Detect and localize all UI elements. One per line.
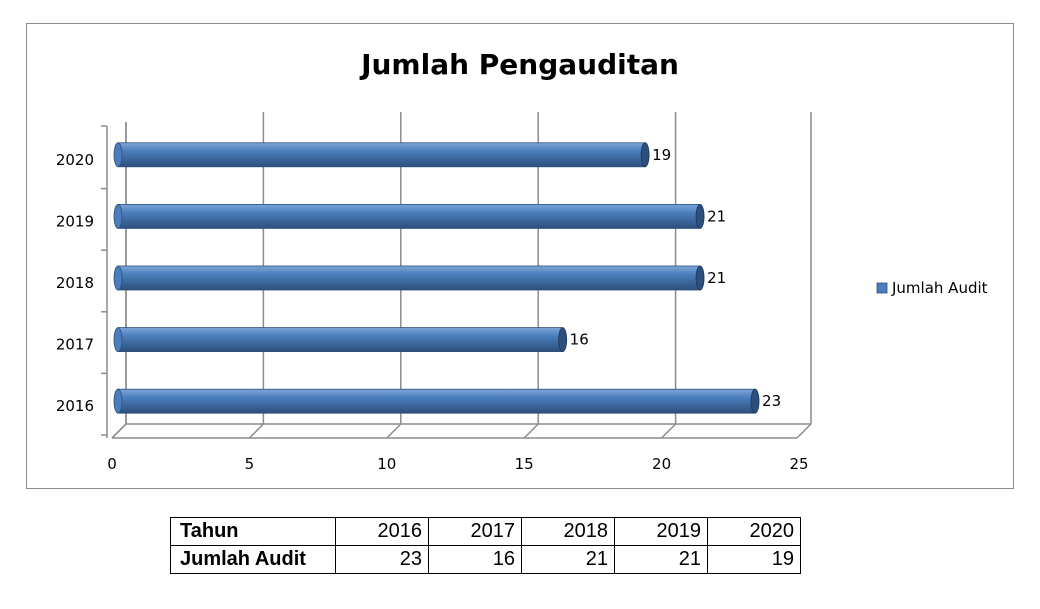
data-table: Tahun 2016 2017 2018 2019 2020 Jumlah Au… xyxy=(170,517,801,574)
table-cell: 23 xyxy=(335,545,429,574)
table-cell: 16 xyxy=(428,545,522,574)
table-cell: 2019 xyxy=(614,517,708,546)
table-cell: 21 xyxy=(521,545,615,574)
floor-gridline xyxy=(111,423,127,439)
table-cell: 19 xyxy=(707,545,801,574)
x-tick-label: 10 xyxy=(377,455,396,473)
x-tick-label: 0 xyxy=(107,455,117,473)
x-tick-label: 20 xyxy=(652,455,671,473)
legend-label: Jumlah Audit xyxy=(891,279,988,297)
y-tick-label: 2017 xyxy=(56,336,94,354)
bar xyxy=(117,327,564,353)
x-tick-label: 5 xyxy=(245,455,255,473)
row-header: Tahun xyxy=(170,517,336,546)
table-cell: 2017 xyxy=(428,517,522,546)
legend-swatch xyxy=(876,282,888,294)
bar-start-cap xyxy=(113,203,123,229)
legend: Jumlah Audit xyxy=(876,279,988,297)
bar-end-cap xyxy=(558,327,568,353)
bar-end-cap xyxy=(695,203,705,229)
chart-title: Jumlah Pengauditan xyxy=(359,48,679,81)
bar xyxy=(117,388,756,414)
bar-end-cap xyxy=(750,388,760,414)
table-cell: 2018 xyxy=(521,517,615,546)
floor-gridline xyxy=(661,423,677,439)
y-tick-label: 2018 xyxy=(56,274,94,292)
bar-end-cap xyxy=(695,265,705,291)
table-cell: 2016 xyxy=(335,517,429,546)
bar-start-cap xyxy=(113,388,123,414)
bar-layer: 23 16 21 21 19 xyxy=(113,142,781,414)
chart-frame xyxy=(26,23,1014,489)
y-tick-label: 2019 xyxy=(56,212,94,230)
bar xyxy=(117,142,646,168)
floor-gridline xyxy=(796,423,812,439)
row-header: Jumlah Audit xyxy=(170,545,336,574)
bar xyxy=(117,203,701,229)
table-row: Jumlah Audit 23 16 21 21 19 xyxy=(170,545,801,574)
bar-start-cap xyxy=(113,327,123,353)
x-tick-label: 25 xyxy=(789,455,808,473)
floor-gridline xyxy=(523,423,539,439)
bar-start-cap xyxy=(113,265,123,291)
data-label: 16 xyxy=(570,331,589,349)
floor-gridline xyxy=(248,423,264,439)
table-row: Tahun 2016 2017 2018 2019 2020 xyxy=(170,517,801,546)
bar-end-cap xyxy=(640,142,650,168)
data-label: 21 xyxy=(707,207,726,225)
data-label: 19 xyxy=(652,146,671,164)
data-label: 21 xyxy=(707,269,726,287)
table-cell: 21 xyxy=(614,545,708,574)
bar-start-cap xyxy=(113,142,123,168)
x-tick-label: 15 xyxy=(515,455,534,473)
y-tick-layer: 2016 2017 2018 2019 2020 xyxy=(56,151,94,415)
y-tick-label: 2020 xyxy=(56,151,94,169)
floor-gridline xyxy=(386,423,402,439)
table-cell: 2020 xyxy=(707,517,801,546)
bar xyxy=(117,265,701,291)
y-tick-label: 2016 xyxy=(56,397,94,415)
x-tick-layer: 0 5 10 15 20 25 xyxy=(107,455,808,473)
data-label: 23 xyxy=(762,392,781,410)
